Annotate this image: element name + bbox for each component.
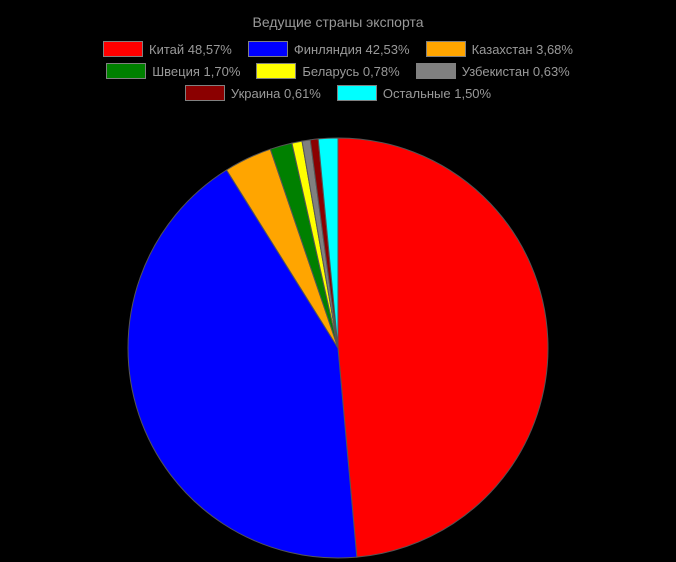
pie-slice: [338, 138, 548, 557]
export-pie-chart: Ведущие страны экспорта Китай 48,57% Финл…: [0, 0, 676, 562]
legend-label: Казахстан 3,68%: [472, 42, 573, 57]
legend-label: Финляндия 42,53%: [294, 42, 410, 57]
chart-title: Ведущие страны экспорта: [0, 0, 676, 38]
legend-label: Узбекистан 0,63%: [462, 64, 570, 79]
legend-item: Финляндия 42,53%: [248, 41, 410, 57]
pie-svg: [0, 114, 676, 562]
legend-label: Остальные 1,50%: [383, 86, 491, 101]
legend-item: Китай 48,57%: [103, 41, 232, 57]
legend-swatch: [106, 63, 146, 79]
legend-item: Остальные 1,50%: [337, 85, 491, 101]
legend-label: Беларусь 0,78%: [302, 64, 399, 79]
legend-swatch: [248, 41, 288, 57]
legend-item: Казахстан 3,68%: [426, 41, 573, 57]
legend-swatch: [416, 63, 456, 79]
pie-area: [0, 114, 676, 562]
legend-item: Швеция 1,70%: [106, 63, 240, 79]
chart-legend: Китай 48,57% Финляндия 42,53% Казахстан 3,…: [0, 38, 676, 114]
legend-item: Украина 0,61%: [185, 85, 321, 101]
legend-swatch: [103, 41, 143, 57]
legend-swatch: [337, 85, 377, 101]
legend-label: Швеция 1,70%: [152, 64, 240, 79]
legend-swatch: [256, 63, 296, 79]
legend-swatch: [185, 85, 225, 101]
legend-label: Китай 48,57%: [149, 42, 232, 57]
legend-item: Узбекистан 0,63%: [416, 63, 570, 79]
legend-swatch: [426, 41, 466, 57]
legend-label: Украина 0,61%: [231, 86, 321, 101]
legend-item: Беларусь 0,78%: [256, 63, 399, 79]
